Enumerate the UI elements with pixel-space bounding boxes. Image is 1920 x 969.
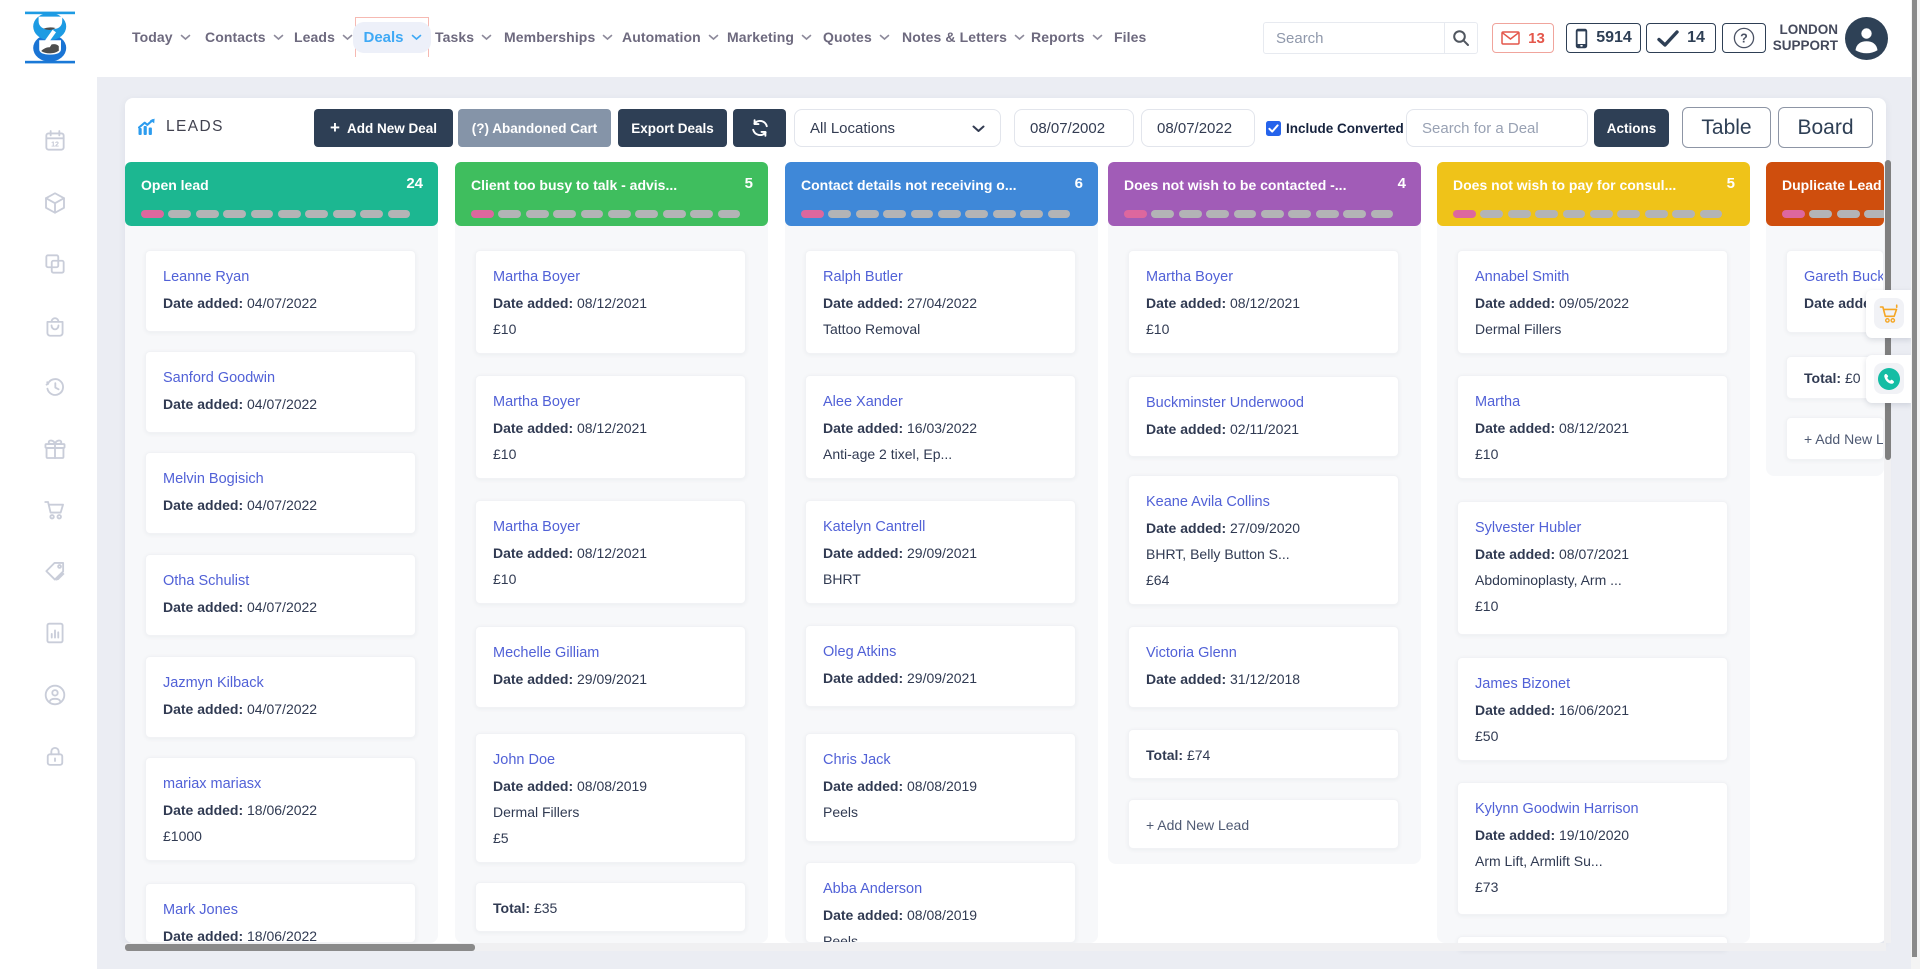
svg-text:12: 12 [51,142,59,149]
svg-text:?: ? [1740,31,1748,45]
